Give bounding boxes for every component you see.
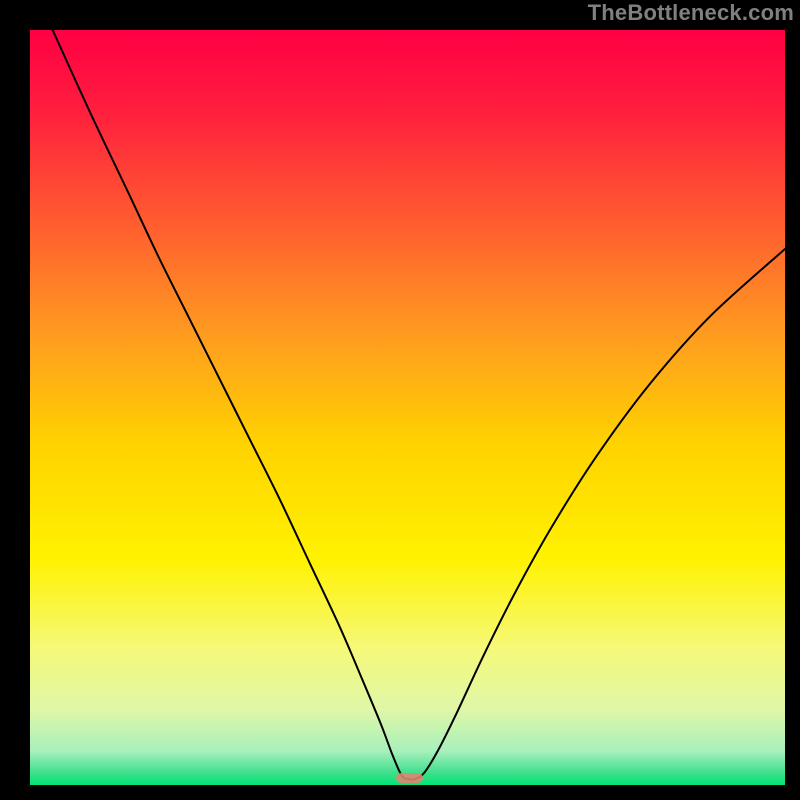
watermark-text: TheBottleneck.com (588, 0, 794, 26)
chart-stage: TheBottleneck.com (0, 0, 800, 800)
chart-plot-area (30, 30, 785, 785)
chart-svg (30, 30, 785, 785)
min-marker-pill (396, 773, 423, 784)
